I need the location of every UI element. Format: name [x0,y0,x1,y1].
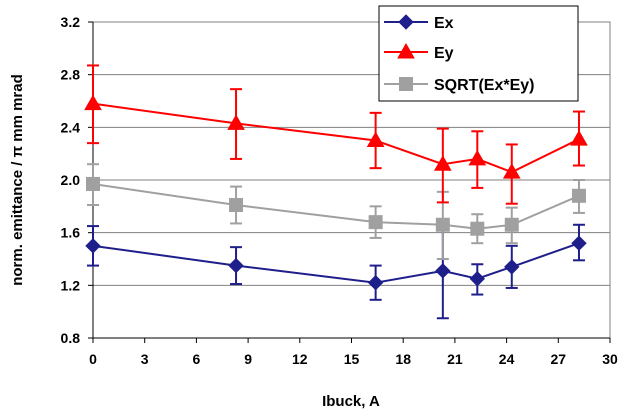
x-tick-label-4: 12 [292,351,308,367]
x-tick-label-1: 3 [141,351,149,367]
legend-label-sqrt-ex-ey: SQRT(Ex*Ey) [434,77,534,94]
legend-marker-ex [398,14,414,30]
series-sqrt-ex-ey [86,163,586,260]
y-tick-label-0: 0.8 [61,330,81,346]
ex-point-1 [228,257,244,274]
y-axis-title: norm. emittance / π mm mrad [9,74,26,286]
ey-point-0 [84,94,102,111]
y-tick-labels: 0.8 1.2 1.6 2.0 2.4 2.8 3.2 [61,14,81,346]
y-tick-label-1: 1.2 [61,277,81,293]
legend-marker-sqrt-ex-ey [399,77,413,91]
legend-marker-ey [397,42,415,59]
x-tick-label-8: 24 [499,351,515,367]
ex-point-6 [571,235,587,251]
legend: Ex Ey SQRT(Ex*Ey) [378,5,579,102]
ey-point-6 [570,130,588,146]
ey-point-1 [227,114,245,130]
sqrt-ex-ey-point-0 [86,176,100,191]
ey-point-2 [366,131,385,147]
legend-label-ex: Ex [434,15,454,32]
ey-point-3 [433,155,452,171]
ey-point-5 [502,163,521,179]
x-axis-title: Ibuck, A [322,393,380,410]
ey-point-4 [468,149,487,166]
y-tick-label-6: 3.2 [61,14,81,30]
x-tick-label-9: 27 [551,351,567,367]
sqrt-ex-ey-point-6 [571,188,586,203]
sqrt-ex-ey-point-4 [470,221,485,236]
y-tick-label-3: 2.0 [61,172,81,188]
y-tick-label-4: 2.4 [61,119,81,135]
ey-line [92,102,580,174]
x-tick-labels: 0 3 6 9 12 15 18 21 24 27 30 [89,351,618,367]
x-tick-label-0: 0 [89,351,97,367]
ex-point-5 [504,259,520,275]
x-tick-label-10: 30 [602,351,618,367]
x-tick-label-7: 21 [447,351,463,367]
sqrt-ex-ey-point-1 [229,198,244,213]
y-tick-label-2: 1.6 [61,225,81,241]
sqrt-ex-ey-point-2 [368,215,383,230]
ex-point-0 [85,238,101,254]
ex-point-3 [435,263,451,279]
x-tick-label-2: 6 [193,351,201,367]
ex-line [92,242,580,284]
x-tick-label-5: 15 [344,351,360,367]
y-tick-label-5: 2.8 [61,67,81,83]
sqrt-ex-ey-point-3 [435,217,450,232]
series-ey [84,64,588,205]
series-group [84,64,588,320]
ex-point-2 [367,274,384,291]
x-tick-label-3: 9 [244,351,252,367]
ex-point-4 [469,271,486,287]
sqrt-ex-ey-point-5 [504,217,519,232]
x-tick-label-6: 18 [395,351,411,367]
legend-label-ey: Ey [434,45,454,62]
